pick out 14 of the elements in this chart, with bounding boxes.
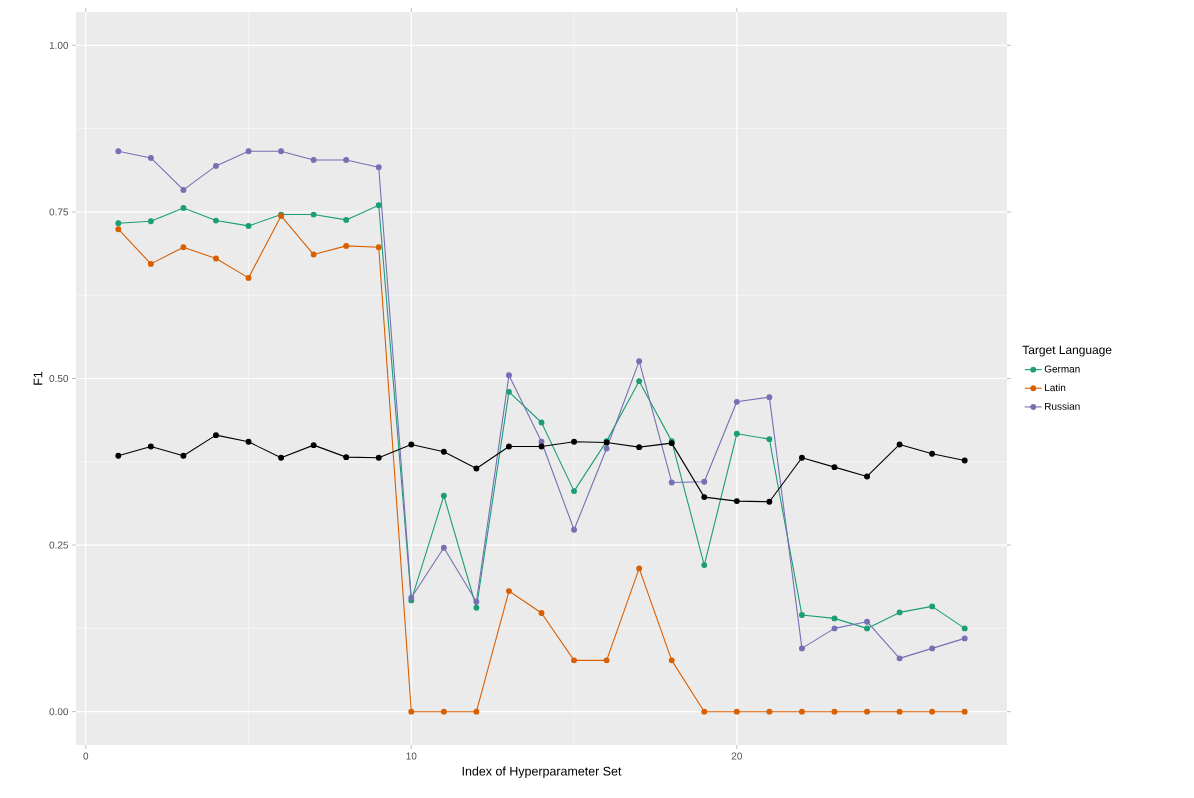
y-axis-title: F1 [33,371,43,385]
y-tick-label: 0.50 [49,374,69,383]
legend-label: Latin [1045,383,1066,392]
x-axis-title: Index of Hyperparameter Set [462,766,622,779]
y-tick-label: 1.00 [49,41,69,49]
legend-label: German [1044,365,1080,373]
y-tick-label: 0.00 [49,708,69,716]
x-tick-label: 10 [406,752,417,760]
x-tick-label: 20 [731,752,742,760]
legend-label: Russian [1045,402,1080,410]
y-tick-label: 0.25 [49,541,69,549]
y-tick-label: 0.75 [49,208,69,216]
x-tick-label: 0 [83,752,89,760]
legend-title: Target Language [1022,345,1112,357]
